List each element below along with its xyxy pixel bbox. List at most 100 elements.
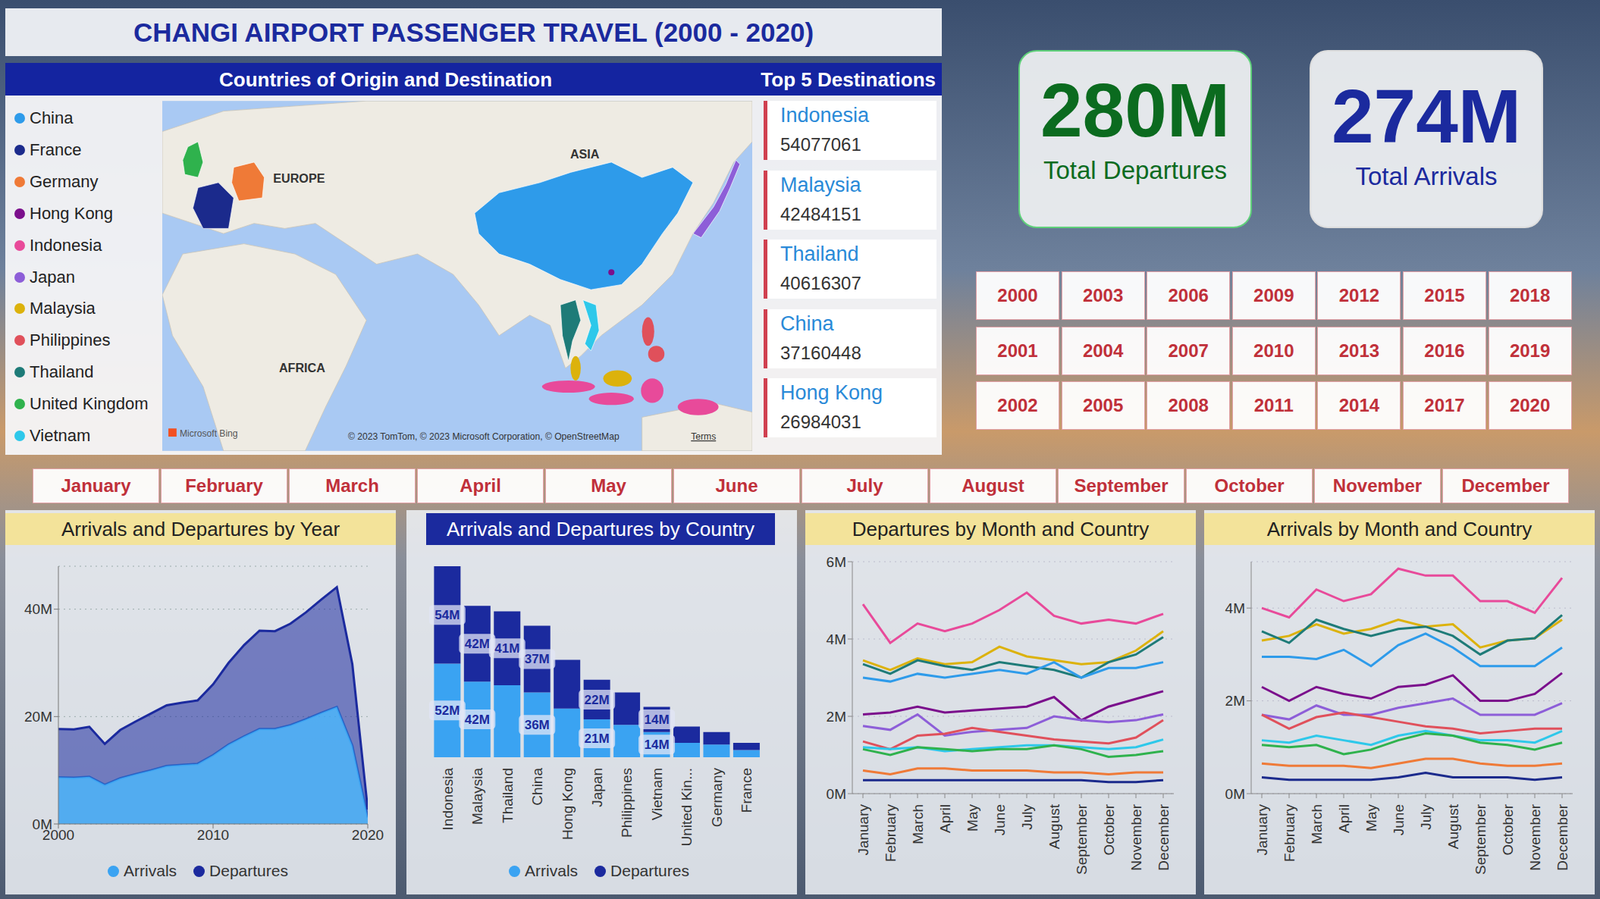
html-text:280M: 280M xyxy=(1040,67,1231,153)
svg-text:France: France xyxy=(738,768,755,813)
svg-text:August: August xyxy=(1445,803,1462,850)
svg-text:40M: 40M xyxy=(24,601,53,618)
html-text:274M: 274M xyxy=(1331,73,1522,159)
html-text:Hong Kong: Hong Kong xyxy=(780,381,883,405)
svg-text:41M: 41M xyxy=(494,641,520,656)
svg-text:July: July xyxy=(1019,804,1036,831)
html-text:2005: 2005 xyxy=(1082,395,1124,416)
html-text:Malaysia: Malaysia xyxy=(780,173,862,197)
svg-text:September: September xyxy=(1472,803,1489,876)
svg-text:14M: 14M xyxy=(644,712,670,728)
html-text:40616307: 40616307 xyxy=(780,272,862,294)
svg-text:2M: 2M xyxy=(826,709,847,725)
html-text:2011: 2011 xyxy=(1254,395,1294,416)
svg-text:November: November xyxy=(1128,803,1145,871)
html-text:Total Arrivals: Total Arrivals xyxy=(1355,162,1498,191)
svg-text:42M: 42M xyxy=(464,712,490,728)
svg-text:Japan: Japan xyxy=(589,768,606,808)
svg-text:37M: 37M xyxy=(524,652,550,667)
svg-text:21M: 21M xyxy=(584,731,610,747)
svg-text:Germany: Germany xyxy=(709,768,725,829)
svg-text:May: May xyxy=(964,804,981,832)
svg-text:Malaysia: Malaysia xyxy=(469,768,486,826)
svg-text:Hong Kong: Hong Kong xyxy=(559,768,576,841)
svg-text:March: March xyxy=(1308,804,1325,845)
html-text:Arrivals and Departures by Cou: Arrivals and Departures by Country xyxy=(446,517,755,541)
svg-text:0M: 0M xyxy=(32,816,53,833)
svg-text:Indonesia: Indonesia xyxy=(439,768,456,832)
svg-text:0M: 0M xyxy=(1225,786,1246,803)
html-text:Total Departures: Total Departures xyxy=(1043,156,1227,185)
svg-text:June: June xyxy=(1390,804,1407,836)
svg-text:Microsoft Bing: Microsoft Bing xyxy=(179,428,239,440)
svg-text:ASIA: ASIA xyxy=(570,147,600,161)
svg-text:April: April xyxy=(937,804,954,834)
html-text:2001: 2001 xyxy=(997,340,1038,361)
html-text:2007: 2007 xyxy=(1168,340,1209,361)
svg-text:January: January xyxy=(855,804,872,857)
html-text:Arrivals by Month and Country: Arrivals by Month and Country xyxy=(1266,517,1533,541)
html-text:China: China xyxy=(780,312,834,335)
svg-text:August: August xyxy=(1046,803,1063,850)
svg-text:December: December xyxy=(1554,803,1571,871)
svg-text:December: December xyxy=(1155,803,1172,871)
svg-text:42M: 42M xyxy=(464,636,490,652)
html-text:2010: 2010 xyxy=(1253,340,1295,361)
svg-text:4M: 4M xyxy=(826,631,847,648)
html-text:2002: 2002 xyxy=(997,395,1038,416)
svg-text:March: March xyxy=(909,804,926,845)
html-text:2009: 2009 xyxy=(1253,285,1295,306)
svg-text:September: September xyxy=(1073,803,1090,876)
svg-text:22M: 22M xyxy=(584,693,610,708)
svg-text:Philippines: Philippines xyxy=(618,768,635,838)
svg-text:2010: 2010 xyxy=(197,827,230,844)
svg-text:2M: 2M xyxy=(1225,693,1246,710)
html-text:2013: 2013 xyxy=(1338,340,1380,361)
html-text:2003: 2003 xyxy=(1082,285,1124,306)
html-text:Thailand: Thailand xyxy=(780,242,859,266)
html-text:CHANGI AIRPORT PASSENGER TRAVE: CHANGI AIRPORT PASSENGER TRAVEL (2000 - … xyxy=(133,17,814,47)
html-text:26984031: 26984031 xyxy=(780,411,862,433)
html-text:Departures by Month and Countr: Departures by Month and Country xyxy=(852,517,1150,541)
svg-text:36M: 36M xyxy=(524,718,550,733)
svg-text:Vietnam: Vietnam xyxy=(649,768,666,821)
html-text:Indonesia: Indonesia xyxy=(780,103,870,127)
svg-text:January: January xyxy=(1254,804,1271,857)
svg-text:February: February xyxy=(882,804,899,863)
svg-text:Thailand: Thailand xyxy=(499,768,516,824)
html-text:2008: 2008 xyxy=(1168,395,1209,416)
svg-text:June: June xyxy=(991,804,1008,836)
svg-text:October: October xyxy=(1101,803,1117,856)
svg-text:China: China xyxy=(529,768,546,807)
html-text:2006: 2006 xyxy=(1168,285,1209,306)
html-text:2000: 2000 xyxy=(997,285,1038,306)
svg-text:Terms: Terms xyxy=(690,431,716,443)
svg-text:October: October xyxy=(1499,803,1516,856)
svg-text:July: July xyxy=(1418,804,1434,831)
html-text:2012: 2012 xyxy=(1338,285,1380,306)
svg-text:2020: 2020 xyxy=(351,827,384,844)
html-text:2004: 2004 xyxy=(1082,340,1124,361)
svg-text:May: May xyxy=(1363,804,1380,832)
svg-text:United Kin...: United Kin... xyxy=(678,768,695,848)
html-text:2014: 2014 xyxy=(1338,395,1380,416)
html-text:37160448: 37160448 xyxy=(780,342,862,363)
svg-text:April: April xyxy=(1336,804,1353,834)
svg-text:14M: 14M xyxy=(644,737,670,753)
svg-text:52M: 52M xyxy=(434,703,460,719)
html-text:54077061: 54077061 xyxy=(780,134,862,155)
svg-text:4M: 4M xyxy=(1225,600,1246,617)
svg-text:© 2023 TomTom, © 2023 Microsof: © 2023 TomTom, © 2023 Microsoft Corporat… xyxy=(348,431,620,443)
svg-text:November: November xyxy=(1527,803,1544,871)
svg-text:0M: 0M xyxy=(826,786,847,803)
svg-text:20M: 20M xyxy=(24,709,53,725)
html-text:42484151: 42484151 xyxy=(780,203,862,225)
svg-text:AFRICA: AFRICA xyxy=(279,360,326,375)
svg-text:6M: 6M xyxy=(826,554,847,571)
svg-text:February: February xyxy=(1281,804,1298,863)
html-text:Countries of Origin and Destin: Countries of Origin and Destination xyxy=(219,68,553,91)
svg-text:EUROPE: EUROPE xyxy=(272,171,325,186)
html-text:Arrivals and Departures by Yea: Arrivals and Departures by Year xyxy=(61,517,340,541)
svg-text:54M: 54M xyxy=(434,608,460,623)
html-text:Top 5 Destinations: Top 5 Destinations xyxy=(760,68,936,91)
